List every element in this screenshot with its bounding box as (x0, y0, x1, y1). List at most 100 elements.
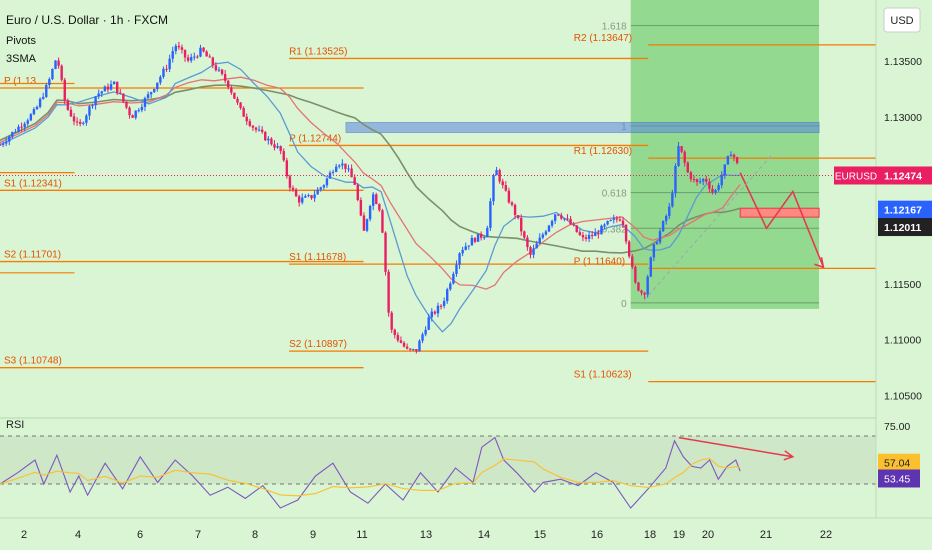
candle-body (20, 126, 23, 128)
candle-body (661, 221, 665, 232)
candle (131, 114, 134, 118)
candle (726, 155, 730, 165)
candle-body (495, 170, 498, 176)
candle (732, 153, 736, 162)
candle (381, 208, 384, 234)
candle-body (51, 68, 54, 80)
candle (75, 117, 79, 126)
candle-body (242, 107, 245, 117)
candle-body (267, 138, 270, 141)
candle-body (446, 289, 449, 302)
candle (285, 157, 289, 179)
candle-body (273, 144, 276, 148)
candle-body (637, 282, 640, 291)
candle-body (171, 51, 174, 59)
candle-body (270, 138, 273, 145)
candle-body (310, 195, 313, 199)
candle (535, 240, 538, 249)
candle-body (134, 110, 137, 118)
price-tick-label: 1.13500 (884, 56, 922, 68)
candle-body (717, 185, 720, 190)
candle-body (652, 244, 656, 258)
candle (0, 142, 2, 146)
candle (384, 231, 387, 276)
candle-body (177, 45, 181, 48)
candle (137, 108, 140, 113)
candle-body (180, 47, 184, 50)
candle (421, 332, 424, 344)
candle (20, 122, 23, 132)
candle-body (282, 151, 285, 161)
candle (618, 216, 622, 222)
candle-body (304, 196, 307, 198)
candle-body (621, 220, 625, 225)
candle-body (683, 151, 686, 163)
candle-body (331, 171, 335, 173)
candle (510, 200, 514, 207)
price-tag (878, 218, 932, 237)
candle (723, 164, 726, 180)
fib-zone (630, 0, 820, 309)
candle-body (279, 146, 282, 152)
candle-body (603, 224, 606, 226)
candle-body (153, 89, 156, 93)
candle (14, 128, 17, 133)
candle (557, 214, 560, 217)
time-tick-label: 18 (644, 529, 656, 541)
candle (297, 194, 301, 207)
candle (159, 75, 162, 86)
candle (260, 126, 264, 134)
candle (208, 54, 211, 58)
candle (427, 313, 430, 331)
candle-body (612, 218, 615, 220)
candle-body (720, 175, 723, 186)
candle-body (29, 114, 33, 121)
candle (735, 156, 739, 165)
candle-body (455, 264, 458, 274)
candle (282, 148, 285, 162)
candle-body (156, 82, 159, 90)
pivot-level-label: P (1.12744) (289, 133, 341, 144)
candle (168, 54, 171, 73)
candle-body (609, 219, 612, 221)
candle (677, 141, 680, 167)
price-tag (878, 166, 932, 185)
candle (637, 281, 640, 292)
candle-body (575, 225, 578, 233)
time-tick-label: 6 (137, 529, 143, 541)
candle (66, 98, 70, 111)
candle (393, 328, 396, 339)
candle-body (205, 51, 208, 57)
candle (446, 287, 449, 304)
candle (291, 185, 295, 192)
candle-body (664, 215, 668, 222)
candle (180, 44, 184, 54)
rsi-band (0, 436, 876, 484)
candle (338, 164, 341, 169)
currency-button[interactable] (883, 7, 921, 33)
candle (584, 234, 588, 242)
candle (436, 302, 440, 318)
candle (439, 304, 443, 310)
candle (560, 212, 563, 221)
price-tick-label: 1.10500 (884, 390, 922, 402)
candle (230, 85, 233, 95)
candle-body (442, 301, 446, 306)
candle-body (396, 335, 400, 341)
candle (69, 106, 73, 118)
candle (223, 70, 227, 84)
candle-body (82, 122, 85, 124)
candle-body (288, 176, 292, 188)
candle-body (85, 115, 88, 123)
fib-level-label: 1.618 (602, 22, 627, 33)
candle (125, 101, 128, 110)
candle-body (301, 197, 304, 203)
currency-label: USD (890, 15, 913, 27)
candle-body (41, 96, 45, 99)
candle (390, 311, 393, 334)
candle-body (350, 168, 353, 178)
candle (603, 223, 606, 229)
candle (671, 189, 674, 208)
candle-body (470, 237, 474, 246)
